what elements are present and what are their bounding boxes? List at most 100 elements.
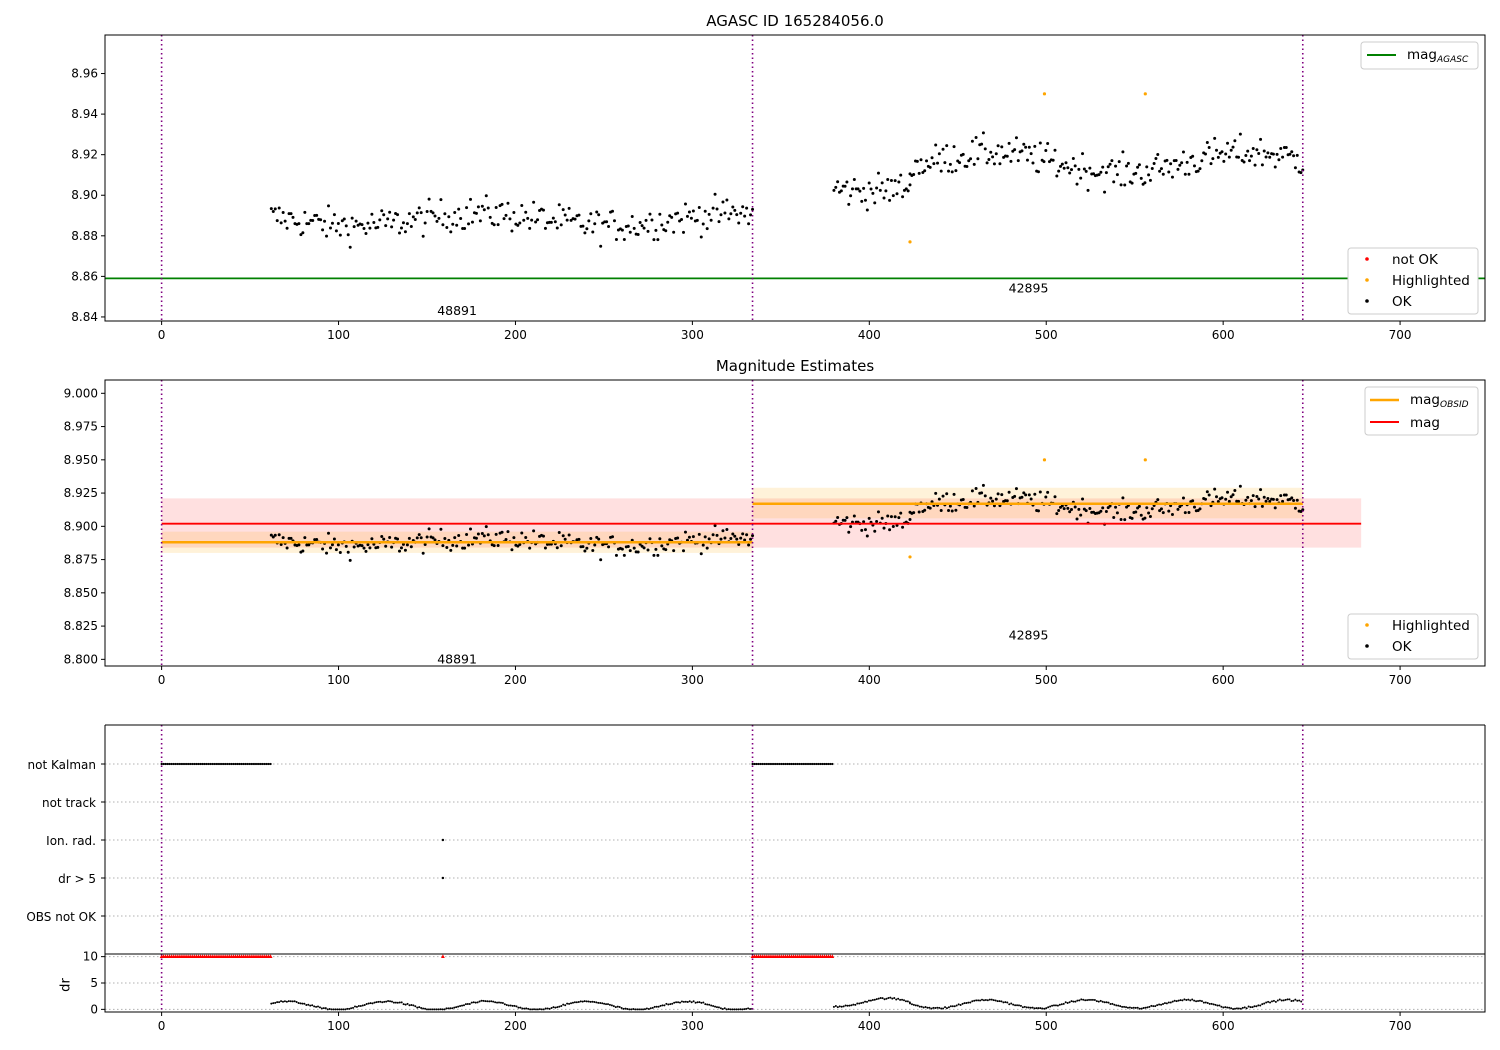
ok-point — [463, 546, 467, 550]
ok-point — [642, 226, 646, 230]
dr-point — [476, 1001, 479, 1004]
dr-point — [1298, 999, 1301, 1002]
dr-point — [276, 1001, 279, 1004]
ok-point — [587, 219, 591, 223]
ok-point — [626, 224, 630, 228]
ok-point — [987, 157, 991, 161]
dr-point — [1107, 1001, 1110, 1004]
ok-point — [1211, 157, 1215, 161]
ok-point — [386, 217, 390, 221]
ok-point — [620, 547, 624, 551]
ok-point — [271, 209, 275, 213]
ok-point — [297, 222, 301, 226]
ok-point — [923, 508, 927, 512]
dr-point — [1070, 1000, 1073, 1003]
dr-point — [1117, 1004, 1120, 1007]
dr-point — [638, 1008, 641, 1011]
ok-point — [362, 546, 366, 550]
ok-point — [1068, 510, 1072, 514]
ok-point — [557, 531, 561, 535]
dr-point — [632, 1008, 635, 1011]
ok-point — [1161, 172, 1165, 176]
x-tick-label: 500 — [1035, 328, 1058, 342]
ok-point — [403, 548, 407, 552]
ok-point — [512, 211, 516, 215]
dr-point — [1080, 998, 1083, 1001]
ok-point — [733, 208, 737, 212]
dr-point — [424, 1007, 427, 1010]
ok-point — [1014, 136, 1018, 140]
ok-point — [737, 543, 741, 547]
ok-point — [974, 135, 978, 139]
dr-point — [305, 1004, 308, 1007]
ok-point — [1005, 499, 1009, 503]
ok-point — [1268, 499, 1272, 503]
dr-point — [330, 1008, 333, 1011]
ok-point — [648, 212, 652, 216]
ok-point — [745, 206, 749, 210]
dr-point — [375, 1001, 378, 1004]
flag-point — [193, 762, 196, 766]
ok-point — [561, 208, 565, 212]
ok-point — [494, 206, 498, 210]
dr-point — [570, 1002, 573, 1005]
dr-point — [1179, 999, 1182, 1002]
dr-point — [1035, 1007, 1038, 1010]
ok-point — [884, 189, 888, 193]
dr-point — [714, 1005, 717, 1008]
ok-point — [961, 498, 965, 502]
legend-label: Highlighted — [1392, 273, 1470, 289]
ok-point — [1165, 158, 1169, 162]
ok-point — [526, 216, 530, 220]
x-tick-label: 600 — [1212, 673, 1235, 687]
dr-point — [731, 1008, 734, 1011]
ok-point — [863, 198, 867, 202]
ok-point — [1262, 495, 1266, 499]
ok-point — [862, 186, 866, 190]
ok-point — [403, 230, 407, 234]
dr-point — [902, 999, 905, 1002]
ok-point — [327, 531, 331, 535]
ok-point — [689, 216, 693, 220]
y-tick-label: 8.96 — [71, 67, 98, 81]
ok-point — [1237, 499, 1241, 503]
flag-point — [201, 762, 204, 766]
dr-point — [283, 1000, 286, 1003]
flag-point — [774, 762, 777, 766]
ok-point — [1290, 150, 1294, 154]
ok-point — [459, 216, 463, 220]
ok-point — [285, 546, 289, 550]
flag-point — [248, 762, 251, 766]
ok-point — [388, 210, 392, 214]
ok-point — [591, 548, 595, 552]
ok-point — [421, 234, 425, 238]
ok-point — [996, 144, 1000, 148]
ok-point — [1226, 490, 1230, 494]
ok-point — [567, 206, 571, 210]
dr-point — [352, 1006, 355, 1009]
ok-point — [685, 538, 689, 542]
dr-point — [1200, 1000, 1203, 1003]
dr-point — [1111, 1002, 1114, 1005]
dr-point — [1084, 999, 1087, 1002]
ok-point — [413, 217, 417, 221]
ok-point — [682, 549, 686, 553]
ok-point — [1198, 507, 1202, 511]
ok-point — [632, 226, 636, 230]
dr-point — [1228, 1006, 1231, 1009]
flag-point — [767, 762, 770, 766]
ok-point — [992, 162, 996, 166]
dr-point — [1294, 998, 1297, 1001]
ok-point — [1053, 148, 1057, 152]
dr-point — [344, 1008, 347, 1011]
dr-point — [346, 1007, 349, 1010]
ok-point — [863, 528, 867, 532]
ok-point — [348, 558, 352, 562]
ok-point — [691, 535, 695, 539]
dr-point — [741, 1008, 744, 1011]
y-tick-label: 8.925 — [64, 486, 98, 500]
ok-point — [364, 232, 368, 236]
flag-point — [224, 762, 227, 766]
dr-point — [733, 1008, 736, 1011]
flag-point — [205, 762, 208, 766]
